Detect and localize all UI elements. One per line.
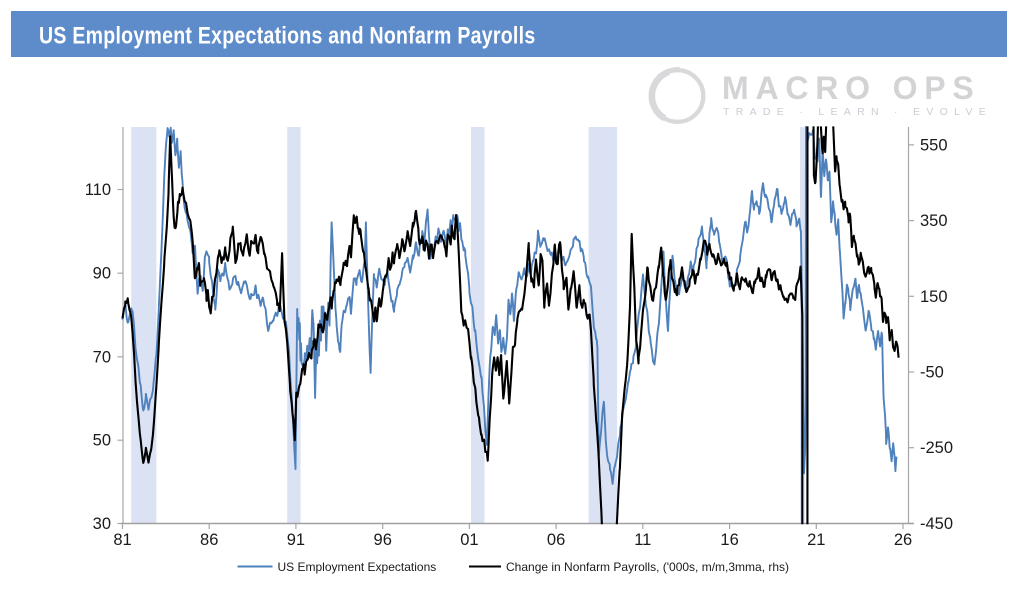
svg-text:16: 16 bbox=[720, 531, 738, 549]
svg-text:30: 30 bbox=[93, 515, 111, 533]
svg-text:150: 150 bbox=[920, 288, 948, 306]
svg-text:26: 26 bbox=[894, 531, 912, 549]
svg-text:91: 91 bbox=[287, 531, 305, 549]
svg-text:Change in Nonfarm Payrolls, (': Change in Nonfarm Payrolls, ('000s, m/m,… bbox=[506, 560, 789, 574]
svg-text:350: 350 bbox=[920, 212, 948, 230]
svg-text:11: 11 bbox=[634, 531, 651, 549]
svg-text:01: 01 bbox=[460, 531, 478, 549]
svg-text:81: 81 bbox=[113, 531, 131, 549]
svg-text:96: 96 bbox=[374, 531, 392, 549]
svg-text:06: 06 bbox=[547, 531, 565, 549]
svg-text:110: 110 bbox=[85, 181, 111, 199]
svg-text:-50: -50 bbox=[920, 364, 944, 382]
svg-text:21: 21 bbox=[807, 531, 825, 549]
svg-text:550: 550 bbox=[920, 136, 948, 154]
svg-text:-250: -250 bbox=[920, 439, 953, 457]
svg-text:US Employment Expectations: US Employment Expectations bbox=[278, 560, 437, 574]
svg-text:90: 90 bbox=[93, 265, 111, 283]
svg-text:70: 70 bbox=[93, 348, 111, 366]
svg-text:86: 86 bbox=[200, 531, 218, 549]
svg-text:-450: -450 bbox=[920, 515, 953, 533]
svg-text:50: 50 bbox=[93, 432, 111, 450]
